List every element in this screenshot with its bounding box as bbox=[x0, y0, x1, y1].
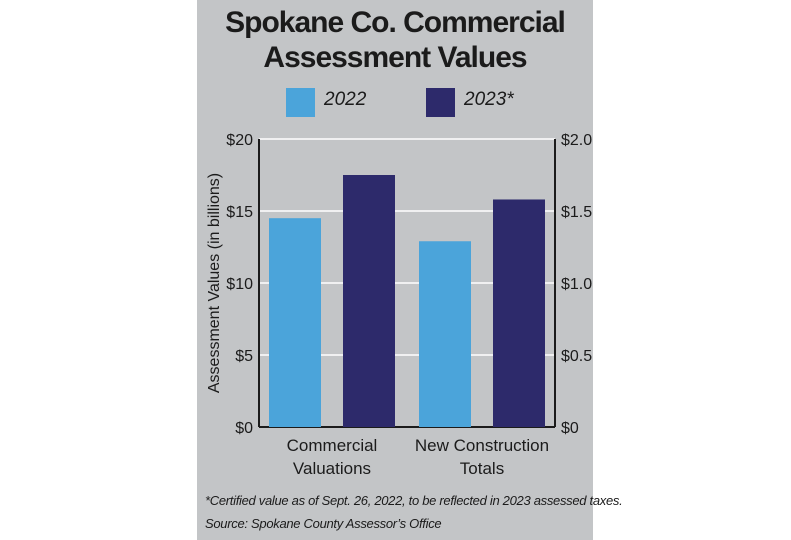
legend-swatch-2022 bbox=[286, 88, 315, 117]
bar-2023-0 bbox=[343, 175, 395, 427]
source-note: Source: Spokane County Assessor’s Office bbox=[205, 516, 442, 531]
footnote: *Certified value as of Sept. 26, 2022, t… bbox=[205, 493, 623, 508]
category-label: Commercial bbox=[287, 436, 378, 455]
chart-title-line-1: Spokane Co. Commercial bbox=[225, 6, 566, 39]
chart-panel: Spokane Co. Commercial Assessment Values… bbox=[197, 0, 623, 540]
bar-chart: $0 $0 $5 $0.5 $10 $1.0 $15 $1.5 $20 $2.0 Assessmen… bbox=[206, 132, 592, 478]
left-axis-tick-label: $10 bbox=[226, 276, 253, 293]
left-axis-tick-label: $5 bbox=[235, 348, 253, 365]
right-axis-tick-label: $1.5 bbox=[561, 204, 592, 221]
right-axis-tick-label: $0 bbox=[561, 420, 579, 437]
left-axis-tick-label: $0 bbox=[235, 420, 253, 437]
y-axis-label: Assessment Values (in billions) bbox=[206, 173, 223, 393]
right-axis-tick-label: $0.5 bbox=[561, 348, 592, 365]
category-label: Valuations bbox=[293, 459, 371, 478]
category-label: Totals bbox=[460, 459, 504, 478]
chart-title-line-2: Assessment Values bbox=[263, 41, 527, 74]
bar-2022-0 bbox=[269, 218, 321, 427]
legend-label-2022: 2022 bbox=[324, 89, 367, 110]
right-axis-tick-label: $2.0 bbox=[561, 132, 592, 149]
left-axis-tick-label: $15 bbox=[226, 204, 253, 221]
category-label: New Construction bbox=[415, 436, 549, 455]
legend-label-2023: 2023* bbox=[464, 89, 514, 110]
bar-2023-1 bbox=[493, 199, 545, 427]
bar-2022-1 bbox=[419, 241, 471, 427]
right-axis-tick-label: $1.0 bbox=[561, 276, 592, 293]
left-axis-tick-label: $20 bbox=[226, 132, 253, 149]
legend-swatch-2023 bbox=[426, 88, 455, 117]
